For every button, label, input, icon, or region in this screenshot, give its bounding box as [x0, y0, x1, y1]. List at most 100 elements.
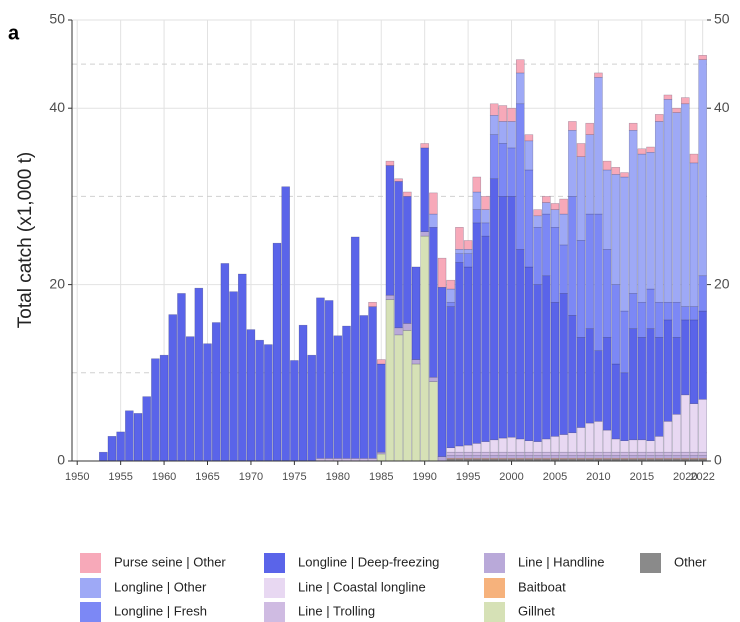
bar-segment	[203, 343, 212, 462]
y-tick-label: 50	[49, 11, 65, 27]
bar-segment	[472, 209, 482, 224]
legend-label: Longline | Other	[114, 579, 207, 594]
bar-segment	[559, 244, 568, 294]
bar-segment	[681, 103, 690, 307]
bar-segment	[646, 152, 655, 290]
bar-segment	[142, 396, 151, 462]
bar-segment	[533, 451, 542, 456]
bar-segment	[611, 284, 621, 365]
legend-label: Other	[674, 554, 707, 569]
bar-segment	[515, 455, 525, 459]
bar-segment	[698, 451, 707, 456]
legend-swatch	[264, 602, 285, 622]
bar-segment	[481, 209, 490, 224]
x-tick-label: 2020	[673, 471, 697, 483]
bar-segment	[507, 436, 516, 453]
bar-segment	[377, 359, 386, 365]
bar-segment	[611, 174, 621, 285]
bar-segment	[654, 337, 664, 437]
bar-segment	[524, 451, 534, 456]
bar-segment	[542, 213, 551, 277]
x-tick-label: 2010	[586, 471, 610, 483]
bar-segment	[602, 429, 612, 453]
bar-segment	[559, 451, 568, 456]
bar-segment	[446, 455, 455, 459]
legend-swatch	[264, 578, 285, 598]
x-tick-label: 2022	[690, 471, 714, 483]
bar-segment	[663, 99, 673, 303]
bar-segment	[524, 455, 534, 459]
bar-segment	[385, 294, 395, 300]
bar-segment	[420, 143, 429, 149]
bar-segment	[194, 287, 204, 462]
bar-segment	[663, 319, 673, 422]
bar-segment	[455, 253, 464, 263]
bar-segment	[646, 440, 655, 453]
bar-segment	[403, 323, 412, 331]
bar-segment	[542, 451, 551, 456]
bar-segment	[489, 134, 499, 180]
bar-segment	[654, 451, 664, 456]
bar-segment	[507, 107, 516, 122]
legend-swatch	[264, 553, 285, 573]
bar-segment	[290, 360, 299, 462]
bar-segment	[654, 455, 664, 459]
bar-segment	[672, 112, 681, 303]
bar-segment	[411, 266, 421, 360]
bar-segment	[681, 319, 690, 396]
bar-segment	[489, 455, 499, 459]
bar-segment	[498, 437, 508, 453]
bar-segment	[681, 97, 690, 105]
bar-segment	[620, 451, 629, 456]
bar-segment	[646, 328, 655, 441]
bar-segment	[611, 438, 621, 453]
bar-segment	[689, 319, 699, 404]
legend-swatch	[484, 578, 505, 598]
bar-segment	[489, 115, 499, 135]
bar-segment	[437, 286, 447, 457]
y2-tick-label: 50	[714, 11, 730, 27]
bar-segment	[429, 376, 438, 382]
bar-segment	[559, 198, 568, 215]
bar-segment	[672, 455, 681, 459]
bar-segment	[698, 275, 707, 312]
bar-segment	[628, 328, 638, 441]
bar-segment	[515, 451, 525, 456]
legend-item: Longline | Other	[80, 578, 207, 598]
bar-segment	[672, 337, 681, 415]
bar-segment	[507, 455, 516, 459]
x-tick-label: 1950	[65, 471, 89, 483]
bar-segment	[550, 209, 560, 228]
bar-segment	[568, 455, 577, 459]
bar-segment	[637, 455, 647, 459]
bar-segment	[611, 363, 621, 440]
legend-item: Line | Coastal longline	[264, 578, 426, 598]
bar-segment	[602, 160, 612, 171]
bar-segment	[446, 306, 455, 449]
legend-label: Line | Trolling	[298, 603, 375, 618]
bar-segment	[403, 330, 412, 462]
bar-segment	[550, 203, 560, 210]
bar-segment	[463, 253, 473, 268]
bar-segment	[498, 143, 508, 197]
bar-segment	[524, 266, 534, 441]
x-tick-label: 1955	[108, 471, 132, 483]
bar-segment	[368, 301, 377, 307]
bar-segment	[698, 399, 707, 453]
bar-segment	[420, 235, 429, 462]
y2-tick-label: 40	[714, 99, 730, 115]
bar-segment	[455, 455, 464, 459]
bar-segment	[446, 279, 455, 290]
bar-segment	[377, 453, 386, 462]
bar-segment	[602, 337, 612, 431]
bar-segment	[628, 451, 638, 456]
legend-label: Gillnet	[518, 603, 555, 618]
bar-segment	[255, 339, 264, 462]
bar-segment	[463, 249, 473, 254]
bar-segment	[524, 169, 534, 268]
bar-segment	[620, 176, 629, 312]
bar-segment	[411, 359, 421, 365]
bar-segment	[394, 327, 403, 336]
legend-swatch	[80, 602, 101, 622]
